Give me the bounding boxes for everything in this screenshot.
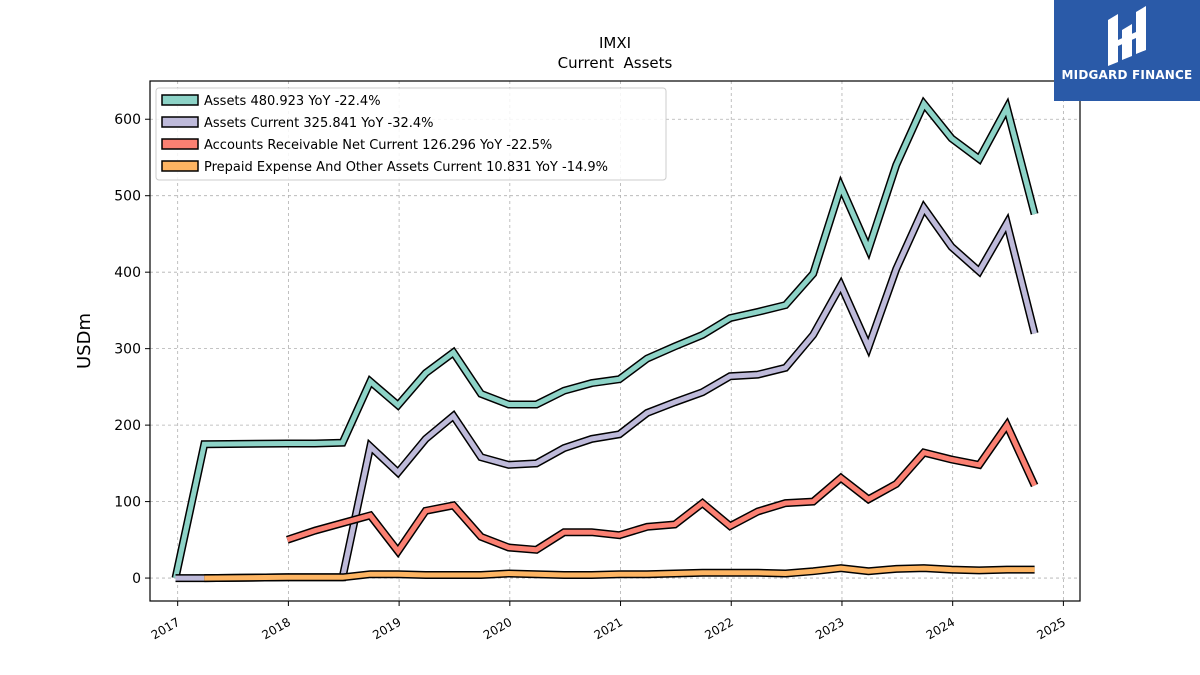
grid [150, 81, 1080, 601]
series-line [204, 565, 1035, 581]
series-line-outline [175, 199, 1039, 583]
legend-swatch [161, 138, 199, 150]
y-tick-label: 100 [114, 495, 141, 511]
series-line [173, 99, 1038, 579]
x-tick-label: 2019 [370, 615, 403, 642]
legend: Assets 480.923 YoY -22.4% Assets Current … [155, 87, 667, 181]
brand-mark-icon [1108, 6, 1146, 66]
series-line [175, 202, 1038, 581]
x-tick-label: 2018 [260, 615, 293, 642]
plot-frame [149, 80, 1081, 602]
brand-name: MIDGARD FINANCE [1061, 68, 1193, 82]
x-tick-label: 2020 [481, 615, 514, 642]
x-tick-label: 2017 [149, 615, 182, 642]
legend-label: Prepaid Expense And Other Assets Current… [204, 160, 608, 175]
series-lines [171, 96, 1039, 583]
y-axis-label: USDm [74, 313, 95, 369]
legend-swatch [161, 160, 199, 172]
x-tick-label: 2025 [1035, 615, 1068, 642]
x-axis: 2017 2018 2019 2020 2021 2022 2023 2024 2025 [149, 601, 1068, 642]
x-tick-label: 2024 [924, 615, 957, 642]
legend-box [155, 87, 667, 181]
legend-label: Assets Current 325.841 YoY -32.4% [204, 116, 434, 131]
legend-swatch [161, 116, 199, 128]
chart-title: IMXI [599, 34, 631, 52]
legend-label: Assets 480.923 YoY -22.4% [204, 94, 381, 109]
y-tick-label: 300 [114, 342, 141, 358]
y-tick-label: 600 [114, 112, 141, 128]
x-tick-label: 2022 [702, 615, 735, 642]
y-tick-label: 200 [114, 418, 141, 434]
y-axis: 0 100 200 300 400 500 600 [114, 112, 150, 587]
legend-swatch [161, 94, 199, 106]
series-line [286, 420, 1037, 556]
x-tick-label: 2021 [592, 615, 625, 642]
legend-label: Accounts Receivable Net Current 126.296 … [204, 138, 552, 153]
chart-subtitle: Current Assets [558, 54, 673, 72]
y-tick-label: 500 [114, 189, 141, 205]
x-tick-label: 2023 [813, 615, 846, 642]
brand-logo: MIDGARD FINANCE [1054, 0, 1200, 101]
y-tick-label: 400 [114, 265, 141, 281]
y-tick-label: 0 [132, 571, 141, 587]
